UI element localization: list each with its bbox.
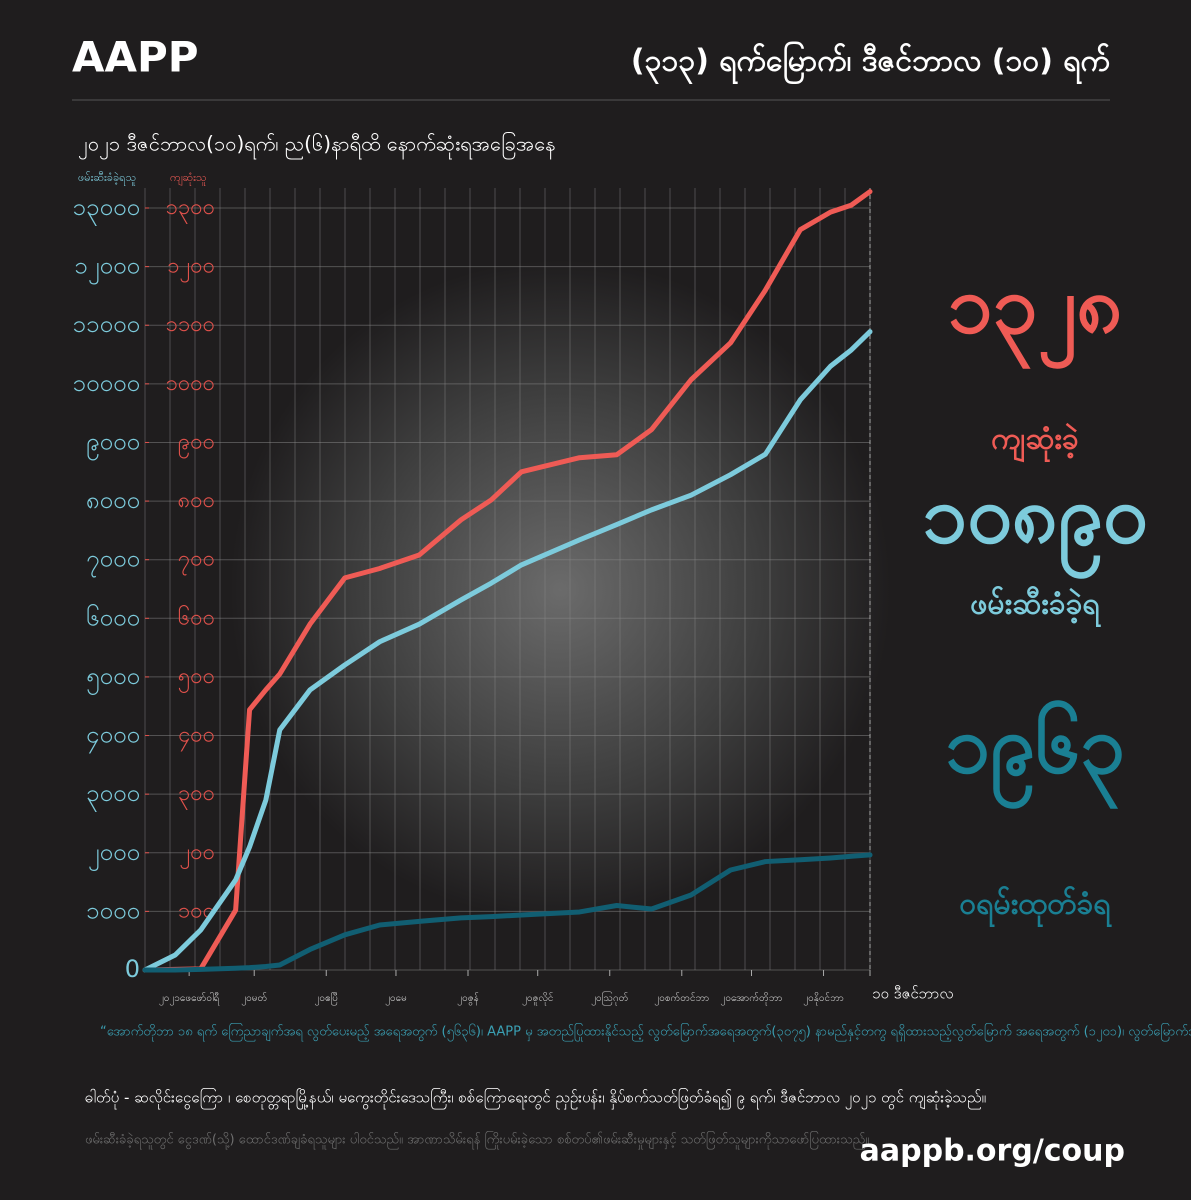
series-line	[142, 329, 873, 973]
y-tick-label: ၈၀၀၀	[86, 486, 140, 514]
y2-axis-title: ကျဆုံးသူ	[170, 171, 207, 186]
y2-tick-label: ၂၀၀	[179, 840, 215, 869]
brand: AAPP	[72, 33, 199, 82]
x-tick-label: ၂၀စက်တင်ဘာ	[654, 991, 709, 1006]
x-tick-label: ၁၀ ဒီဇင်ဘာလ	[872, 985, 953, 1003]
y2-tick-label: ၄၀၀	[178, 723, 215, 752]
highlight-caption: ဝရမ်းထုတ်ခံရ	[959, 886, 1113, 929]
y-axis-title: ဖမ်းဆီးခံခဲ့ရသူ	[78, 171, 136, 186]
highlight-caption: ဖမ်းဆီးခံခဲ့ရ	[970, 586, 1102, 629]
y2-tick-label: ၁၁၀၀	[166, 312, 216, 337]
url: aappb.org/coup	[860, 1134, 1125, 1169]
photo-placeholder	[230, 260, 890, 920]
y-tick-label: ၉၀၀၀	[86, 427, 140, 460]
y2-tick-label: ၇၀၀	[178, 547, 215, 576]
x-tick-label: ၂၀ဇူလိုင်	[522, 991, 553, 1006]
y-tick-label: ၁၁၀၀၀	[73, 310, 141, 338]
x-tick-label: ၂၀၂၁ဖေဖော်ဝါရီ	[159, 991, 220, 1006]
x-tick-label: ၂၀မတ်	[241, 991, 267, 1006]
y-tick-label: ၁၀၀၀၀	[73, 369, 141, 397]
series-line	[142, 189, 873, 973]
y-tick-label: ၅၀၀၀	[86, 662, 140, 695]
y-tick-label: ၇၀၀၀	[86, 545, 140, 578]
y2-tick-label: ၁၀၀၀	[166, 371, 216, 396]
y-tick-label: ၁၀၀၀	[86, 896, 140, 924]
highlight-number: ၁၃၂၈	[948, 258, 1123, 369]
y-tick-label: ၆၀၀၀	[86, 602, 140, 631]
footer-quote: “အောက်တိုဘာ ၁၈ ရက် ကြေညာချက်အရ လွတ်ပေးမည…	[100, 1023, 1191, 1042]
chart-title: ၂၀၂၁ ဒီဇင်ဘာလ(၁၀)ရက်၊ ည(၆)နာရီထိ နောက်ဆု…	[78, 132, 555, 160]
x-tick-label: ၂၀ဩဂုတ်	[591, 990, 628, 1006]
y2-tick-label: ၈၀၀	[178, 488, 215, 513]
y2-tick-label: ၆၀၀	[178, 604, 215, 630]
highlight-number: ၁၀၈၉၀	[922, 468, 1148, 579]
y-tick-label: ၁၂၀၀၀	[74, 252, 140, 285]
x-tick-label: ၂၀ဇွန်	[457, 991, 479, 1006]
series-line	[142, 852, 873, 973]
y2-tick-label: ၃၀၀	[178, 781, 215, 810]
y2-tick-label: ၉၀၀	[178, 429, 215, 458]
x-tick-label: ၂၀မေ	[385, 993, 407, 1006]
y-tick-label: ၁၃၀၀၀	[73, 193, 141, 226]
y2-tick-label: ၁၂၀၀	[167, 254, 215, 283]
y-tick-label: 0	[125, 955, 140, 983]
y2-tick-label: ၁၃၀၀	[166, 195, 216, 224]
highlights: ၁၃၂၈ကျဆုံးခဲ့၁၀၈၉၀ဖမ်းဆီးခံခဲ့ရ၁၉၆၃ဝရမ်း…	[922, 258, 1148, 929]
photo-caption: ဓါတ်ပုံ - ဆလိုင်းငွေကြော ၊ စေတုတ္တရာမြို…	[85, 1088, 986, 1110]
y2-tick-label: ၅၀၀	[178, 664, 215, 693]
y-tick-label: ၂၀၀၀	[88, 838, 140, 871]
header-title: (၃၁၃) ရက်မြောက်၊ ဒီဇင်ဘာလ (၁၀) ရက်	[631, 41, 1111, 86]
x-tick-label: ၂၀အောက်တိုဘာ	[720, 991, 782, 1006]
x-tick-label: ၂၀ဧပြီ	[314, 990, 338, 1006]
highlight-number: ၁၉၆၃	[945, 698, 1125, 809]
footnote: ဖမ်းဆီးခံခဲ့ရသူတွင် ငွေဒဏ်(သို့) ထောင်ဒဏ…	[85, 1131, 869, 1150]
chart: 0၁၀၀၀၂၀၀၀၃၀၀၀၄၀၀၀၅၀၀၀၆၀၀၀၇၀၀၀၈၀၀၀၉၀၀၀၁၀၀…	[73, 188, 953, 1006]
y-tick-label: ၄၀၀၀	[86, 721, 140, 754]
y-tick-label: ၃၀၀၀	[86, 779, 140, 812]
x-tick-label: ၂၀နိုဝင်ဘာ	[803, 991, 844, 1006]
